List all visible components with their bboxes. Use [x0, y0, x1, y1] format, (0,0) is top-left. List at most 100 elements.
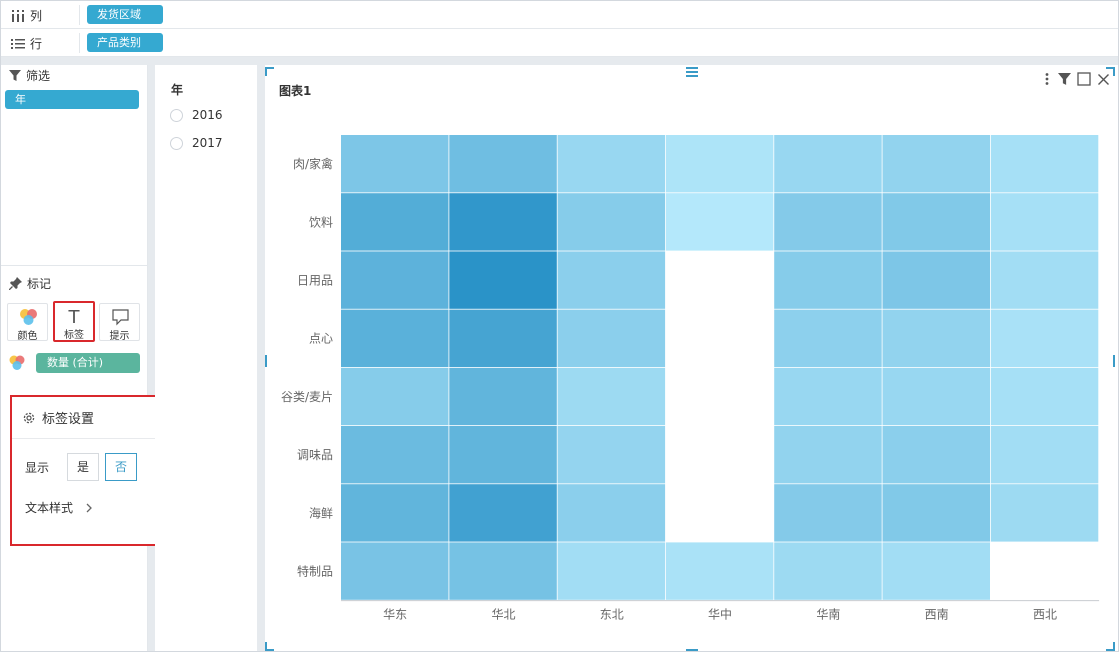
heatmap-cell[interactable]: [557, 251, 666, 309]
heatmap-cell[interactable]: [882, 309, 991, 367]
x-tick-label: 华东: [383, 608, 407, 622]
heatmap-cell[interactable]: [449, 484, 557, 542]
resize-handle-top[interactable]: [686, 75, 698, 77]
columns-shelf-label: 列: [11, 7, 42, 24]
text-style-label: 文本样式: [25, 501, 74, 515]
label-mark-button[interactable]: T 标签: [53, 301, 95, 342]
show-label-text: 显示: [25, 460, 50, 475]
x-tick-label: 华南: [816, 607, 840, 622]
heatmap-cell[interactable]: [990, 193, 1099, 251]
heatmap-cell[interactable]: [449, 251, 557, 309]
heatmap-cell[interactable]: [557, 367, 666, 426]
resize-handle-left[interactable]: [265, 355, 267, 367]
text-label-icon: T: [68, 307, 81, 326]
heatmap-cell[interactable]: [882, 542, 991, 600]
heatmap-cell[interactable]: [449, 426, 557, 484]
filter-section-title: 筛选: [9, 67, 50, 84]
resize-handle-top[interactable]: [686, 67, 698, 69]
heatmap-cell[interactable]: [990, 426, 1099, 484]
heatmap-cell[interactable]: [557, 135, 666, 193]
heatmap-cell[interactable]: [990, 309, 1099, 367]
show-yes-button[interactable]: 是: [67, 453, 99, 481]
heatmap-cell[interactable]: [774, 193, 882, 251]
resize-corner-br[interactable]: [1106, 642, 1115, 651]
heatmap-cell[interactable]: [449, 367, 557, 426]
heatmap-cell[interactable]: [774, 135, 882, 193]
radio-button[interactable]: [170, 108, 183, 122]
filter-field-pill[interactable]: 年: [5, 90, 139, 109]
heatmap-cell[interactable]: [882, 135, 991, 193]
resize-handle-bottom[interactable]: [686, 649, 698, 651]
heatmap-cell[interactable]: [990, 135, 1099, 193]
columns-icon: [12, 9, 24, 22]
panel-divider: [1, 265, 148, 266]
heatmap-cell[interactable]: [990, 484, 1099, 542]
heatmap-cell[interactable]: [341, 309, 449, 367]
rows-field-pill[interactable]: 产品类别: [87, 33, 163, 52]
y-tick-label: 谷类/麦片: [281, 390, 333, 404]
resize-handle-top[interactable]: [686, 71, 698, 73]
heatmap-cell[interactable]: [990, 251, 1099, 309]
heatmap-cell[interactable]: [882, 426, 991, 484]
radio-button[interactable]: [170, 136, 183, 150]
panel-gutter: [148, 65, 155, 651]
show-no-button[interactable]: 否: [105, 453, 137, 481]
heatmap-cell[interactable]: [882, 193, 991, 251]
heatmap-cell[interactable]: [774, 251, 882, 309]
y-tick-label: 肉/家禽: [293, 156, 333, 171]
heatmap-cell[interactable]: [341, 367, 449, 426]
heatmap-cell[interactable]: [665, 193, 774, 251]
y-tick-label: 点心: [309, 332, 333, 346]
heatmap-cell[interactable]: [557, 542, 666, 600]
columns-field-pill[interactable]: 发货区域: [87, 5, 163, 24]
heatmap-cell[interactable]: [882, 484, 991, 542]
heatmap-cell[interactable]: [665, 135, 774, 193]
year-option-2017[interactable]: 2017: [170, 136, 223, 150]
year-option-2016[interactable]: 2016: [170, 108, 223, 122]
heatmap-cell[interactable]: [557, 426, 666, 484]
heatmap-cell[interactable]: [882, 251, 991, 309]
heatmap-cell[interactable]: [774, 542, 882, 600]
resize-corner-tr[interactable]: [1106, 67, 1115, 76]
heatmap-cell[interactable]: [557, 309, 666, 367]
text-style-row[interactable]: 文本样式: [25, 499, 93, 516]
chart-filter-icon[interactable]: [1058, 72, 1071, 86]
heatmap-cell[interactable]: [449, 193, 557, 251]
chart-close-icon[interactable]: [1097, 73, 1110, 86]
heatmap-cell[interactable]: [449, 309, 557, 367]
resize-corner-bl[interactable]: [265, 642, 274, 651]
x-tick-label: 华北: [491, 608, 515, 622]
heatmap-cell[interactable]: [341, 484, 449, 542]
marks-section-title: 标记: [9, 275, 51, 292]
heatmap-cell[interactable]: [882, 367, 991, 426]
heatmap-cell[interactable]: [774, 367, 882, 426]
shelf-separator: [79, 5, 80, 25]
heatmap-cell[interactable]: [557, 193, 666, 251]
show-label-row: 显示 是 否: [25, 452, 137, 482]
filter-icon: [9, 69, 21, 81]
heatmap-cell[interactable]: [557, 484, 666, 542]
heatmap-cell[interactable]: [774, 309, 882, 367]
heatmap-cell[interactable]: [449, 542, 557, 600]
heatmap-cell[interactable]: [449, 135, 557, 193]
heatmap-cell[interactable]: [341, 542, 449, 600]
tooltip-mark-button[interactable]: 提示: [99, 303, 140, 342]
x-tick-label: 西北: [1033, 608, 1057, 622]
heatmap-cell[interactable]: [341, 426, 449, 484]
heatmap-cell[interactable]: [990, 367, 1099, 426]
heatmap-cell[interactable]: [774, 484, 882, 542]
x-tick-label: 西南: [925, 607, 949, 622]
resize-corner-tl[interactable]: [265, 67, 274, 76]
color-mark-button[interactable]: 颜色: [7, 303, 48, 342]
heatmap-cell[interactable]: [341, 135, 449, 193]
maximize-icon[interactable]: [1077, 72, 1091, 86]
resize-handle-right[interactable]: [1113, 355, 1115, 367]
heatmap-cell[interactable]: [774, 426, 882, 484]
heatmap-cell[interactable]: [341, 193, 449, 251]
heatmap-cell[interactable]: [341, 251, 449, 309]
heatmap-cell[interactable]: [665, 542, 774, 600]
card-gutter: [257, 65, 265, 651]
more-options-icon[interactable]: [1042, 72, 1052, 86]
measure-pill[interactable]: 数量 (合计): [36, 353, 140, 373]
